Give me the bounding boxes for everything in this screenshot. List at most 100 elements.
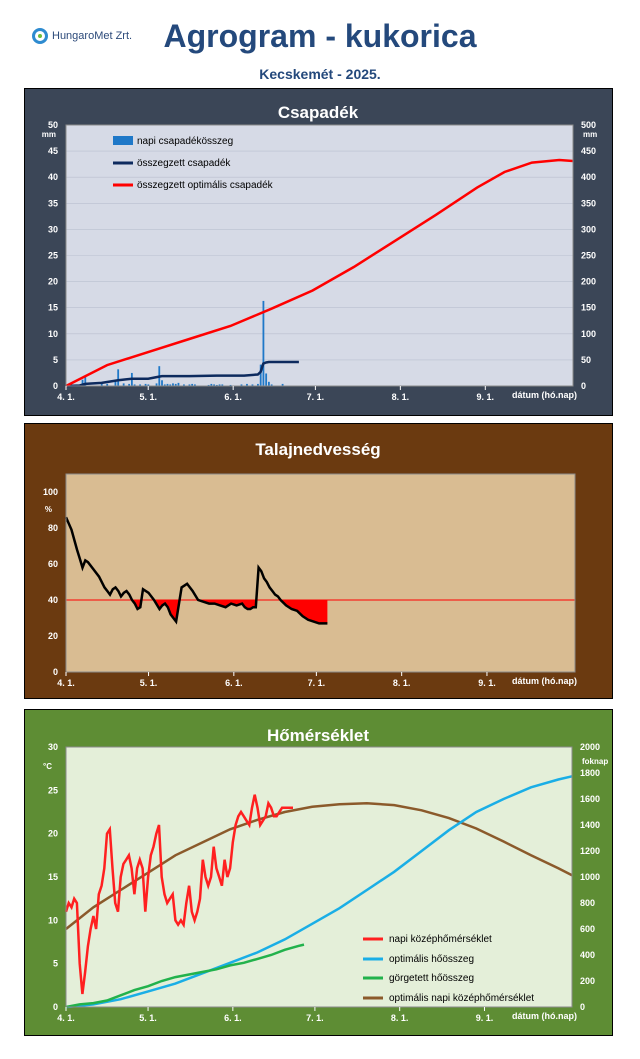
y-axis-unit-right: mm <box>583 130 597 139</box>
x-tick-label: 8. 1. <box>393 678 411 688</box>
optimal-precip-line <box>65 158 574 388</box>
cumulative-precip-line <box>65 360 299 388</box>
x-tick-label: 4. 1. <box>57 392 75 402</box>
plot-border <box>65 746 573 1008</box>
precip-bar <box>188 384 191 386</box>
page-subtitle: Kecskemét - 2025. <box>259 66 381 82</box>
x-tick-label: 9. 1. <box>478 678 496 688</box>
chart-title: Talajnedvesség <box>255 440 380 459</box>
page-title: Agrogram - kukorica <box>163 18 477 54</box>
y-tick-label-right: 100 <box>581 329 596 339</box>
y-tick-label-right: 1000 <box>580 872 600 882</box>
precip-bar <box>281 383 284 386</box>
precip-bar <box>133 384 136 386</box>
precip-bar <box>246 383 248 386</box>
precip-bar <box>100 382 103 386</box>
chart-title: Hőmérséklet <box>267 726 369 745</box>
y-tick-label-left: 35 <box>48 198 58 208</box>
precip-bar <box>229 384 232 386</box>
y-tick-label-left: 25 <box>48 785 58 795</box>
precip-bar <box>262 300 265 386</box>
soil-moisture-panel: Talajnedvesség 0 20 40 60 80 100% 4. 1. 5. 1. 6. … <box>24 423 613 699</box>
plot-border <box>65 473 576 673</box>
hungaromet-logo-icon <box>32 28 48 44</box>
precip-bar <box>174 383 177 386</box>
y-tick-label-right: 350 <box>581 198 596 208</box>
precip-bar <box>210 383 213 386</box>
moisture-deficit-area <box>66 600 328 624</box>
y-axis-unit-right: foknap <box>582 757 608 766</box>
y-tick-label: 20 <box>48 631 58 641</box>
x-axis-label: dátum (hó.nap) <box>512 676 577 686</box>
daily-temp-line <box>64 794 293 995</box>
precipitation-chart: Csapadék05101520253035404550050100150200… <box>42 103 597 402</box>
precip-bar <box>270 384 273 386</box>
precip-bar <box>147 384 150 386</box>
y-axis-unit: % <box>45 505 52 514</box>
x-tick-label: 6. 1. <box>224 1013 242 1023</box>
optimal-heat-sum-line <box>65 775 573 1009</box>
legend-label: összegzett optimális csapadék <box>137 180 274 191</box>
x-tick-label: 9. 1. <box>476 1013 494 1023</box>
y-tick-label-right: 200 <box>581 277 596 287</box>
y-tick-label-left: 45 <box>48 146 58 156</box>
precipitation-panel: Csapadék 0 5 10 15 20 25 30 35 40 45 50 0 50 100 150 200… <box>24 88 613 416</box>
x-tick-label: 4. 1. <box>57 1013 75 1023</box>
y-tick-label-left: 25 <box>48 251 58 261</box>
precip-bar <box>191 383 194 386</box>
y-tick-label-right: 1600 <box>580 794 600 804</box>
precip-bar <box>194 384 196 386</box>
legend-label: görgetett hőösszeg <box>389 973 474 984</box>
temperature-panel: Hőmérséklet 0 5 10 15 20 25 30 0 200 400 600 800 1000… <box>24 709 613 1036</box>
legend-label: napi középhőmérséklet <box>389 934 492 945</box>
precip-bar <box>114 381 117 386</box>
x-tick-label: 7. 1. <box>307 392 325 402</box>
y-tick-label-right: 400 <box>580 950 595 960</box>
precip-bar <box>259 364 262 386</box>
y-tick-label-right: 1200 <box>580 846 600 856</box>
y-tick-label-left: 15 <box>48 303 58 313</box>
precip-bar <box>207 384 210 386</box>
y-tick-label-right: 1400 <box>580 820 600 830</box>
y-tick-label-right: 150 <box>581 303 596 313</box>
precip-bar <box>84 376 87 386</box>
precip-bar <box>215 384 218 386</box>
legend-label: napi csapadékösszeg <box>137 136 233 147</box>
y-axis-unit-left: °C <box>43 762 52 771</box>
y-tick-label-right: 0 <box>581 381 586 391</box>
y-tick-label-right: 1800 <box>580 768 600 778</box>
precip-bar <box>213 384 215 386</box>
y-tick-label-left: 50 <box>48 120 58 130</box>
y-tick-label-right: 450 <box>581 146 596 156</box>
y-tick-label-left: 10 <box>48 329 58 339</box>
y-tick-label: 80 <box>48 523 58 533</box>
x-tick-label: 7. 1. <box>308 678 326 688</box>
y-tick-label-left: 30 <box>48 224 58 234</box>
y-tick-label-right: 2000 <box>580 742 600 752</box>
x-tick-label: 5. 1. <box>140 678 158 688</box>
precip-bar <box>155 383 158 386</box>
precip-bar <box>166 383 169 386</box>
plot-area <box>66 747 572 1007</box>
y-tick-label: 0 <box>53 667 58 677</box>
x-tick-label: 9. 1. <box>477 392 495 402</box>
y-tick-label-left: 0 <box>53 1002 58 1012</box>
precip-bar <box>257 383 259 386</box>
y-tick-label-right: 200 <box>580 976 595 986</box>
rolling-heat-sum-line <box>65 943 305 1009</box>
y-tick-label-left: 10 <box>48 915 58 925</box>
y-tick-label-right: 500 <box>581 120 596 130</box>
precip-bar <box>240 384 243 386</box>
precip-bar <box>172 383 174 386</box>
x-tick-label: 7. 1. <box>306 1013 324 1023</box>
y-axis-unit-left: mm <box>42 130 56 139</box>
optimal-daily-temp-line <box>65 802 573 930</box>
y-tick-label: 60 <box>48 559 58 569</box>
y-tick-label: 100 <box>43 487 58 497</box>
y-tick-label-right: 800 <box>580 898 595 908</box>
temperature-chart: Hőmérséklet 0 5 10 15 20 25 30 0 200 400 600 800 1000… <box>43 726 608 1023</box>
logo-text: HungaroMet Zrt. <box>52 30 133 42</box>
x-tick-label: 6. 1. <box>224 392 242 402</box>
y-tick-label-left: 15 <box>48 872 58 882</box>
y-tick-label-right: 50 <box>581 355 591 365</box>
